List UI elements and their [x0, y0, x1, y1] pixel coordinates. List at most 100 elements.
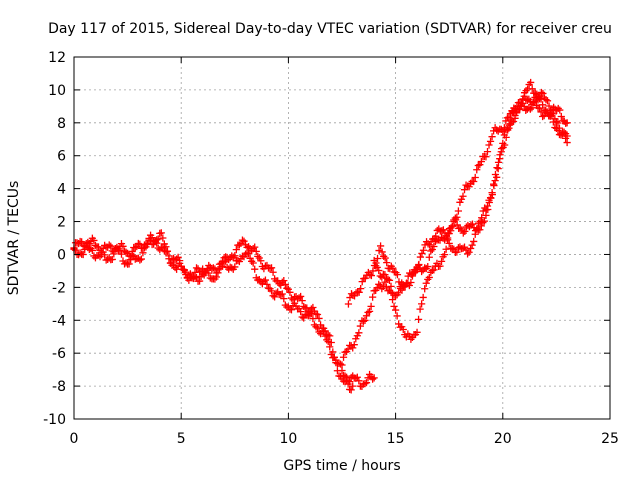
data-point	[522, 87, 530, 95]
data-point	[332, 356, 340, 364]
data-point	[421, 285, 429, 293]
data-point	[416, 305, 424, 313]
data-point	[192, 264, 201, 272]
data-point	[453, 248, 461, 256]
data-point	[528, 104, 536, 112]
data-point	[335, 359, 343, 368]
data-point	[131, 244, 139, 252]
data-point	[410, 269, 418, 277]
data-point	[206, 274, 214, 282]
y-tick-label: -2	[52, 280, 66, 296]
data-point	[477, 222, 485, 230]
data-point	[105, 241, 113, 249]
data-point	[416, 253, 425, 261]
data-point	[300, 314, 308, 322]
data-point	[456, 198, 464, 206]
data-point	[232, 246, 240, 254]
y-tick-label: 4	[57, 182, 66, 198]
data-point	[482, 211, 490, 219]
data-point	[539, 101, 547, 109]
data-point	[134, 239, 142, 248]
data-point	[499, 127, 507, 135]
data-point	[179, 265, 187, 274]
data-point	[390, 302, 398, 310]
data-point	[385, 276, 394, 285]
data-point	[140, 244, 149, 252]
data-point	[441, 250, 449, 259]
data-point	[157, 229, 165, 237]
data-point	[309, 314, 317, 323]
data-point	[346, 377, 354, 386]
data-point	[383, 258, 391, 267]
y-tick-label: 10	[48, 83, 66, 99]
data-point	[297, 307, 305, 316]
chart-title: Day 117 of 2015, Sidereal Day-to-day VTE…	[48, 21, 612, 37]
data-point	[251, 265, 259, 273]
data-point	[419, 246, 428, 254]
data-point	[430, 242, 438, 251]
data-point	[381, 254, 389, 262]
data-point	[272, 289, 280, 297]
data-point	[531, 97, 539, 105]
data-point	[320, 327, 328, 335]
data-point	[462, 181, 470, 189]
data-point	[419, 293, 427, 302]
data-point	[546, 111, 554, 119]
data-point	[448, 222, 456, 230]
data-point	[560, 129, 568, 137]
data-point	[430, 266, 438, 274]
data-point	[73, 239, 81, 247]
data-point	[418, 267, 426, 276]
data-point	[473, 166, 481, 174]
data-point	[79, 250, 87, 259]
data-point	[411, 268, 420, 276]
data-point	[186, 270, 194, 278]
grid	[74, 57, 610, 419]
data-point	[369, 375, 377, 383]
data-point	[367, 302, 375, 310]
data-point	[298, 297, 306, 305]
data-point	[88, 246, 96, 255]
data-point	[347, 386, 355, 394]
y-tick-label: -4	[52, 313, 66, 329]
data-point	[254, 252, 262, 260]
data-point	[476, 226, 484, 234]
data-point	[355, 288, 363, 296]
data-point	[357, 285, 365, 293]
data-point	[192, 273, 201, 282]
data-point	[483, 148, 492, 156]
y-tick-label: -8	[52, 379, 66, 395]
data-point	[119, 242, 127, 250]
data-point	[393, 312, 401, 320]
data-point	[297, 292, 305, 301]
data-point	[395, 289, 403, 297]
data-point	[287, 306, 296, 314]
data-point	[300, 302, 308, 311]
data-point	[349, 344, 357, 352]
data-point	[173, 265, 181, 273]
data-point	[243, 249, 251, 257]
data-point	[231, 252, 239, 260]
x-axis-label: GPS time / hours	[283, 458, 400, 474]
data-point	[511, 114, 519, 122]
data-point	[471, 173, 479, 182]
data-point	[240, 237, 248, 245]
data-point	[388, 296, 397, 304]
data-point	[479, 218, 487, 227]
data-point	[125, 260, 133, 268]
data-point	[467, 244, 475, 253]
data-point	[448, 244, 456, 253]
data-point	[482, 153, 490, 161]
data-point	[229, 253, 237, 261]
data-point	[548, 112, 556, 120]
data-point	[375, 246, 383, 255]
data-point	[381, 271, 389, 279]
data-point	[549, 118, 557, 126]
data-point	[561, 134, 570, 142]
data-point	[493, 173, 501, 181]
data-point	[366, 271, 374, 279]
data-point	[131, 255, 139, 263]
data-point	[324, 331, 332, 339]
data-point	[252, 247, 260, 255]
data-point	[191, 273, 199, 281]
